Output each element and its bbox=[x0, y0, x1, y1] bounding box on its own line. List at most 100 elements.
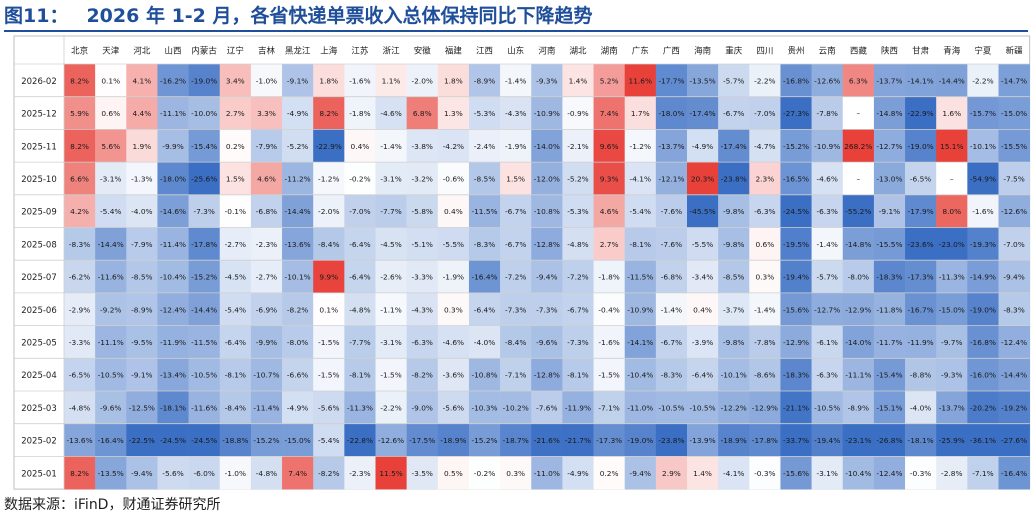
cell-value: -9.6% bbox=[536, 338, 557, 347]
heatmap-cell bbox=[406, 227, 439, 261]
cell-value: 8.2% bbox=[70, 142, 89, 151]
heatmap-cell bbox=[406, 64, 439, 97]
heatmap-cell bbox=[998, 162, 1030, 196]
heatmap-cell bbox=[624, 423, 657, 457]
heatmap-cell bbox=[873, 129, 906, 163]
heatmap-cell bbox=[219, 423, 252, 457]
heatmap-cell bbox=[282, 194, 314, 228]
cell-value: -14.8% bbox=[876, 109, 902, 118]
cell-value: 0.4% bbox=[351, 142, 370, 151]
cell-value: -4.6% bbox=[380, 109, 401, 118]
heatmap-cell bbox=[406, 162, 439, 196]
cell-value: -14.0% bbox=[534, 142, 560, 151]
heatmap-cell bbox=[468, 96, 501, 130]
row-label: 2025-07 bbox=[21, 273, 57, 283]
heatmap-cell bbox=[593, 260, 625, 294]
cell-value: -16.0% bbox=[970, 371, 996, 380]
heatmap-cell bbox=[811, 391, 844, 424]
cell-value: -3.8% bbox=[411, 142, 432, 151]
heatmap-cell bbox=[624, 292, 657, 326]
cell-value: 2.7% bbox=[226, 109, 245, 118]
heatmap-cell bbox=[313, 227, 345, 261]
cell-value: 0.2% bbox=[600, 469, 619, 478]
heatmap-cell bbox=[655, 456, 688, 490]
heatmap-cell bbox=[624, 96, 657, 130]
cell-value: -24.5% bbox=[160, 436, 186, 445]
row-label: 2025-11 bbox=[21, 142, 57, 152]
heatmap-cell bbox=[718, 194, 750, 228]
cell-value: -3.3% bbox=[411, 273, 432, 282]
cell-value: -11.5% bbox=[471, 207, 497, 216]
heatmap-cell bbox=[95, 129, 127, 163]
heatmap-cell bbox=[687, 391, 719, 424]
heatmap-cell bbox=[873, 325, 906, 359]
cell-value: -23.6% bbox=[908, 240, 934, 249]
heatmap-cell bbox=[282, 96, 314, 130]
heatmap-cell bbox=[562, 96, 594, 130]
heatmap-cell bbox=[967, 358, 999, 392]
heatmap-cell bbox=[936, 162, 968, 196]
cell-value: -1.0% bbox=[225, 469, 246, 478]
cell-value: -15.2% bbox=[253, 436, 279, 445]
heatmap-cell bbox=[406, 129, 439, 163]
heatmap-cell bbox=[905, 423, 937, 457]
cell-value: -6.3% bbox=[816, 371, 837, 380]
heatmap-cell bbox=[64, 292, 96, 326]
heatmap-cell bbox=[842, 391, 875, 424]
heatmap-cell bbox=[967, 423, 999, 457]
cell-value: 1.4% bbox=[569, 76, 588, 85]
heatmap-cell bbox=[531, 227, 563, 261]
heatmap-cell bbox=[375, 325, 407, 359]
cell-value: 0.1% bbox=[101, 76, 120, 85]
cell-value: -9.1% bbox=[131, 371, 152, 380]
cell-value: -15.2% bbox=[783, 142, 809, 151]
cell-value: -9.0% bbox=[411, 403, 432, 412]
cell-value: -14.1% bbox=[627, 338, 653, 347]
cell-value: -4.6% bbox=[443, 338, 464, 347]
heatmap-cell bbox=[811, 260, 844, 294]
cell-value: -23.8% bbox=[658, 436, 684, 445]
cell-value: 6.3% bbox=[849, 76, 868, 85]
heatmap-cell bbox=[780, 162, 812, 196]
cell-value: -11.1% bbox=[160, 109, 186, 118]
heatmap-cell bbox=[406, 194, 439, 228]
heatmap-cell bbox=[811, 162, 844, 196]
cell-value: -4.5% bbox=[225, 273, 246, 282]
heatmap-cell bbox=[250, 227, 283, 261]
cell-value: -3.2% bbox=[411, 174, 432, 183]
heatmap-cell bbox=[64, 64, 96, 97]
cell-value: -19.4% bbox=[783, 273, 809, 282]
cell-value: -10.9% bbox=[814, 142, 840, 151]
cell-value: 0.4% bbox=[693, 305, 712, 314]
heatmap-cell bbox=[873, 162, 906, 196]
cell-value: -4.0% bbox=[474, 338, 495, 347]
heatmap-cell bbox=[749, 292, 781, 326]
heatmap-cell bbox=[500, 194, 532, 228]
heatmap-cell bbox=[95, 194, 127, 228]
heatmap-cell bbox=[282, 391, 314, 424]
heatmap-cell bbox=[126, 325, 158, 359]
heatmap-cell bbox=[936, 292, 968, 326]
cell-value: -12.5% bbox=[129, 403, 155, 412]
heatmap-chart: 北京 天津 河北 山西 内蒙古 辽宁 吉林 黑龙江 上海 江苏 浙江 安徽 福建 江西 山东 河南 湖北 湖南 广东… bbox=[13, 35, 1031, 490]
cell-value: -3.3% bbox=[69, 338, 90, 347]
heatmap-cell bbox=[873, 194, 906, 228]
cell-value: -17.8% bbox=[191, 240, 217, 249]
heatmap-cell bbox=[437, 456, 470, 490]
row-label: 2025-01 bbox=[21, 469, 57, 479]
heatmap-cell bbox=[250, 423, 283, 457]
heatmap-cell bbox=[655, 358, 688, 392]
cell-value: -17.7% bbox=[658, 76, 684, 85]
heatmap-cell bbox=[998, 456, 1030, 490]
heatmap-cell bbox=[344, 292, 376, 326]
cell-value: -9.8% bbox=[723, 338, 744, 347]
cell-value: -18.9% bbox=[440, 436, 466, 445]
heatmap-cell bbox=[126, 227, 158, 261]
cell-value: -12.8% bbox=[534, 240, 560, 249]
row-label: 2025-05 bbox=[21, 338, 57, 348]
cell-value: -8.4% bbox=[505, 338, 526, 347]
heatmap-cell bbox=[749, 456, 781, 490]
cell-value: -12.7% bbox=[876, 142, 902, 151]
cell-value: -14.4% bbox=[939, 76, 965, 85]
cell-value: -5.2% bbox=[287, 142, 308, 151]
